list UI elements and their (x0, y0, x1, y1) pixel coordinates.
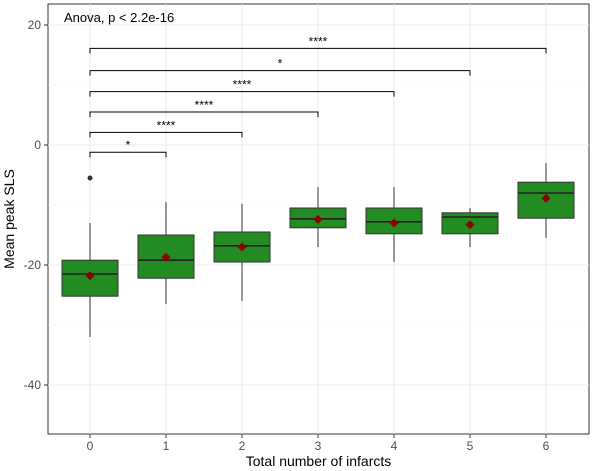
comparison-bracket: **** (89, 118, 243, 138)
comparison-bracket: * (89, 138, 167, 158)
x-tick-label: 6 (543, 439, 550, 453)
x-tick-label: 0 (87, 439, 94, 453)
comparison-brackets: ****************** (89, 34, 547, 158)
y-tick-label: -20 (24, 258, 42, 272)
mean-marker (313, 214, 323, 224)
bracket-line (89, 70, 471, 76)
box-group (137, 202, 195, 304)
y-axis-title: Mean peak SLS (1, 169, 17, 269)
significance-label: **** (195, 98, 214, 112)
outlier-point (87, 175, 93, 181)
significance-label: **** (157, 118, 176, 132)
bracket-line (89, 111, 319, 117)
comparison-bracket: * (89, 57, 471, 76)
box-group (441, 208, 499, 247)
x-tick-label: 2 (239, 439, 246, 453)
significance-label: * (126, 138, 131, 152)
bracket-line (89, 131, 243, 138)
y-tick-label: -40 (24, 378, 42, 392)
significance-label: **** (233, 78, 252, 92)
mean-marker (161, 252, 171, 262)
significance-label: * (278, 57, 283, 71)
mean-marker (85, 271, 95, 281)
bracket-line (89, 151, 167, 158)
boxes (61, 163, 575, 337)
anova-annotation: Anova, p < 2.2e-16 (64, 10, 174, 25)
y-tick-label: 0 (34, 138, 41, 152)
x-tick-label: 4 (391, 439, 398, 453)
mean-marker (389, 218, 399, 228)
box-group (213, 203, 271, 301)
box-group (517, 163, 575, 238)
significance-label: **** (309, 34, 328, 48)
box-group (289, 187, 347, 247)
x-tick-label: 1 (163, 439, 170, 453)
box-group (61, 175, 119, 337)
box-group (365, 187, 423, 262)
axes: -40 -20 0 20 0 1 2 3 4 5 6 (24, 18, 550, 453)
mean-marker (541, 193, 551, 203)
comparison-bracket: **** (89, 78, 395, 97)
bracket-line (89, 47, 547, 54)
x-tick-label: 5 (467, 439, 474, 453)
x-tick-label: 3 (315, 439, 322, 453)
y-tick-label: 20 (28, 18, 42, 32)
mean-marker (237, 242, 247, 252)
bracket-line (89, 91, 395, 97)
comparison-bracket: **** (89, 34, 547, 54)
mean-marker (465, 220, 475, 230)
x-axis-title: Total number of infarcts (246, 453, 392, 469)
comparison-bracket: **** (89, 98, 319, 117)
